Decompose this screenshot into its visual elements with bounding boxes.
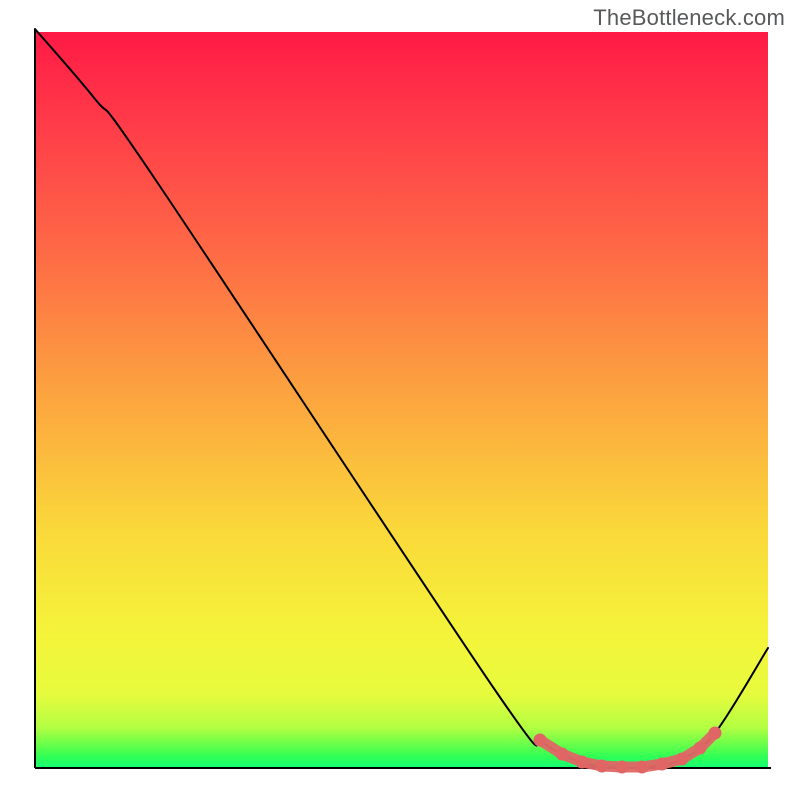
bottleneck-curve — [35, 29, 768, 768]
chart-overlay-svg — [0, 0, 800, 800]
axes — [35, 29, 771, 768]
bottom-marker-strip — [534, 727, 722, 774]
watermark-text: TheBottleneck.com — [593, 5, 785, 31]
chart-stage: TheBottleneck.com — [0, 0, 800, 800]
